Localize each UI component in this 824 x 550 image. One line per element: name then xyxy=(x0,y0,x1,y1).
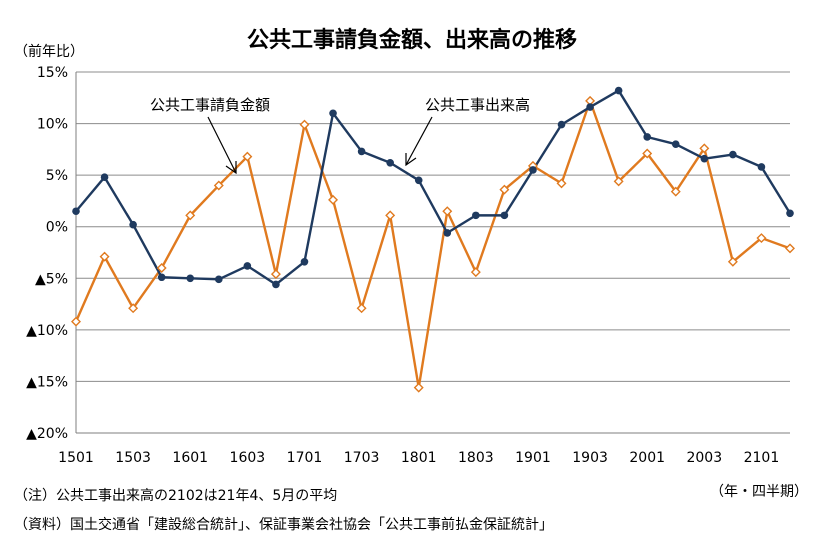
y-tick-label: ▲20% xyxy=(26,426,68,442)
series-group xyxy=(71,86,795,393)
data-point-output xyxy=(529,166,537,174)
x-tick-label: 1901 xyxy=(515,450,551,466)
data-point-contract-amount xyxy=(156,262,167,273)
data-point-output xyxy=(786,209,794,218)
data-point-contract-amount xyxy=(556,178,567,189)
y-tick-label: ▲5% xyxy=(35,271,68,287)
data-point-contract-amount xyxy=(699,143,710,154)
data-point-output xyxy=(357,147,366,156)
data-point-contract-amount xyxy=(185,210,196,221)
annotations: 公共工事請負金額 公共工事出来高 xyxy=(150,96,530,175)
data-point-output xyxy=(443,229,452,237)
data-point-output xyxy=(414,176,423,185)
data-point-output xyxy=(272,280,280,289)
data-point-contract-amount xyxy=(470,267,481,278)
y-tick-label: 5% xyxy=(46,168,68,184)
data-point-contract-amount xyxy=(727,256,738,267)
x-tick-labels: 1501 1503 1601 1603 1701 1703 1801 1803 1901 1903… xyxy=(58,450,779,466)
x-tick-label: 1701 xyxy=(287,450,323,466)
y-tick-label: 0% xyxy=(46,220,68,236)
data-point-output xyxy=(500,211,509,220)
footnote-note: （注）公共工事出来高の2102は21年4、5月の平均 xyxy=(14,488,338,504)
x-tick-label: 1603 xyxy=(230,450,266,466)
arrow-line-contract-amount xyxy=(207,116,237,174)
x-tick-label: 1601 xyxy=(172,450,208,466)
y-axis-label: （前年比） xyxy=(14,43,84,60)
data-point-output xyxy=(157,273,166,282)
arrow-line-output xyxy=(405,116,433,166)
data-point-contract-amount xyxy=(356,303,367,314)
data-point-contract-amount xyxy=(756,233,767,244)
y-tick-labels: 15% 10% 5% 0% ▲5% ▲10% ▲15% ▲20% xyxy=(26,65,68,442)
arrow-head-output xyxy=(405,153,417,167)
data-point-output xyxy=(472,211,480,220)
data-point-contract-amount xyxy=(99,251,110,262)
x-tick-label: 1703 xyxy=(344,450,380,466)
data-point-contract-amount xyxy=(413,382,424,393)
footnote-source: （資料）国土交通省「建設総合統計」、保証事業会社協会「公共工事前払金保証統計」 xyxy=(14,517,553,533)
data-point-output xyxy=(757,163,766,171)
x-tick-label: 1501 xyxy=(58,450,94,466)
data-point-output xyxy=(300,257,309,266)
chart-title: 公共工事請負金額、出来高の推移 xyxy=(247,27,577,53)
data-point-contract-amount xyxy=(499,184,510,195)
series-line-output xyxy=(75,89,792,286)
x-tick-label: 1903 xyxy=(572,450,608,466)
y-tick-label: ▲10% xyxy=(26,323,68,339)
series-label-output: 公共工事出来高 xyxy=(425,96,530,114)
data-point-output xyxy=(671,140,680,148)
data-point-contract-amount xyxy=(213,180,224,191)
data-point-contract-amount xyxy=(385,210,396,221)
gridlines xyxy=(76,71,790,434)
data-point-output xyxy=(700,154,709,163)
data-point-contract-amount xyxy=(642,148,653,159)
x-tick-label: 1803 xyxy=(458,450,494,466)
data-point-output xyxy=(72,207,80,216)
x-tick-label: 2001 xyxy=(629,450,665,466)
x-tick-label: 1503 xyxy=(115,450,151,466)
data-point-contract-amount xyxy=(270,269,281,280)
data-point-output xyxy=(386,158,394,167)
data-point-contract-amount xyxy=(328,194,339,205)
y-tick-label: ▲15% xyxy=(26,374,68,390)
data-point-output xyxy=(215,275,223,284)
data-point-output xyxy=(243,262,252,270)
data-point-contract-amount xyxy=(785,243,795,254)
x-tick-label: 1801 xyxy=(401,450,437,466)
data-point-contract-amount xyxy=(670,186,681,197)
data-point-contract-amount xyxy=(613,176,624,187)
data-point-contract-amount xyxy=(442,206,453,217)
data-point-output xyxy=(643,133,651,141)
axes xyxy=(75,72,790,434)
data-point-contract-amount xyxy=(299,119,310,130)
data-point-output xyxy=(729,150,737,159)
y-tick-label: 10% xyxy=(37,117,68,133)
arrow-head-contract-amount xyxy=(225,161,237,175)
data-point-output xyxy=(586,103,594,111)
data-point-output xyxy=(186,274,195,283)
x-axis-label: （年・四半期） xyxy=(710,484,808,500)
x-tick-label: 2101 xyxy=(744,450,780,466)
data-point-output xyxy=(614,86,623,95)
data-point-contract-amount xyxy=(128,303,139,314)
series-label-contract-amount: 公共工事請負金額 xyxy=(150,96,270,114)
data-point-contract-amount xyxy=(242,151,253,162)
x-tick-label: 2003 xyxy=(686,450,722,466)
data-point-output xyxy=(557,120,566,129)
data-point-output xyxy=(100,173,109,182)
data-point-contract-amount xyxy=(71,316,81,327)
y-tick-label: 15% xyxy=(37,65,68,81)
data-point-output xyxy=(329,109,337,118)
data-point-output xyxy=(129,220,137,229)
series-line-contract-amount xyxy=(74,99,791,389)
